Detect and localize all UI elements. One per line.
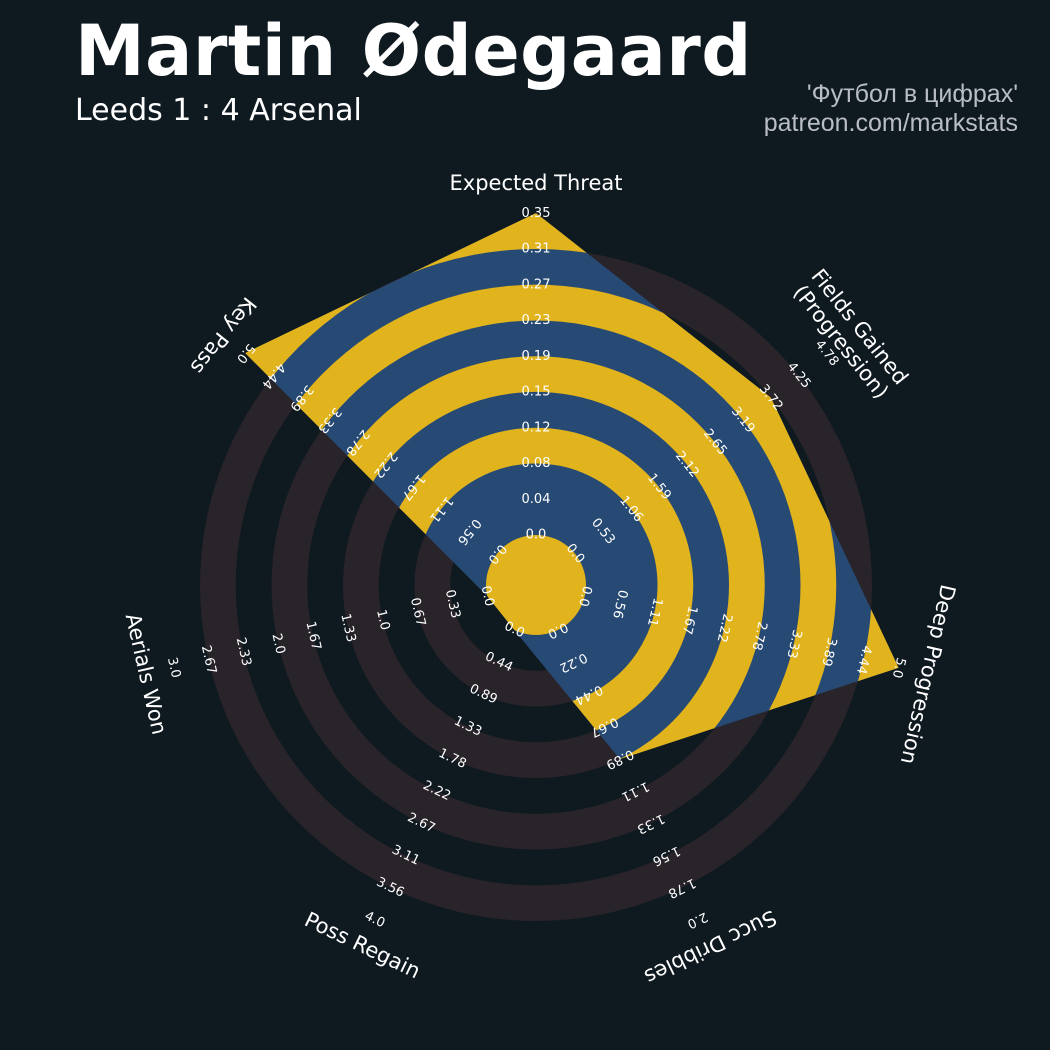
tick-label: 0.0 <box>575 584 594 608</box>
tick-label: 5.0 <box>889 656 908 680</box>
player-polygon <box>245 213 899 760</box>
axis-label-line: Key Pass <box>185 292 261 378</box>
axis-label-line: Succ Dribbles <box>641 905 781 989</box>
tick-label: 0.0 <box>478 584 497 608</box>
tick-label: 0.15 <box>522 385 551 400</box>
tick-label: 3.89 <box>818 636 839 668</box>
tick-label: 0.27 <box>522 277 551 292</box>
tick-label: 0.35 <box>522 206 551 221</box>
tick-label: 0.56 <box>609 588 630 620</box>
tick-label: 1.11 <box>644 596 665 628</box>
credit-line-1: 'Футбол в цифрах' <box>806 80 1018 108</box>
player-ring <box>486 535 586 635</box>
tick-label: 1.67 <box>302 620 323 652</box>
chart-title: Martin Ødegaard <box>75 10 752 92</box>
tick-label: 0.04 <box>522 492 551 507</box>
axis-label: Succ Dribbles <box>641 905 781 989</box>
chart-subtitle: Leeds 1 : 4 Arsenal <box>75 93 362 128</box>
tick-label: 2.33 <box>233 636 254 668</box>
tick-label: 5.0 <box>233 340 258 366</box>
credit-line-2: patreon.com/markstats <box>763 109 1018 137</box>
axis-label: Key Pass <box>185 292 261 378</box>
tick-label: 0.67 <box>407 596 428 628</box>
tick-label: 0.31 <box>522 242 551 257</box>
tick-label: 0.19 <box>522 349 551 364</box>
tick-label: 2.67 <box>198 644 219 676</box>
tick-label: 1.67 <box>679 604 700 636</box>
axis-label-line: Poss Regain <box>301 907 424 983</box>
axis-label: Poss Regain <box>301 907 424 983</box>
tick-label: 0.33 <box>442 588 463 620</box>
tick-label: 3.33 <box>783 628 804 660</box>
tick-label: 0.12 <box>522 420 551 435</box>
tick-label: 2.0 <box>269 632 288 656</box>
axis-label: Expected Threat <box>450 171 623 195</box>
tick-label: 2.78 <box>748 620 769 652</box>
player-polygon-rings <box>245 213 899 760</box>
tick-label: 0.23 <box>522 313 551 328</box>
tick-label: 3.0 <box>164 656 183 680</box>
tick-label: 0.0 <box>526 528 547 543</box>
tick-label: 1.0 <box>373 608 392 632</box>
tick-label: 2.0 <box>685 909 710 931</box>
tick-label: 1.33 <box>337 612 358 644</box>
axis-label-line: Aerials Won <box>121 611 172 737</box>
tick-label: 2.22 <box>714 612 735 644</box>
tick-label: 0.08 <box>522 456 551 471</box>
credit-block: 'Футбол в цифрах' patreon.com/markstats <box>764 80 1018 138</box>
tick-label: 4.44 <box>853 644 874 676</box>
axis-label-line: Expected Threat <box>450 171 623 195</box>
tick-label: 4.0 <box>362 909 387 931</box>
axis-label: Aerials Won <box>121 611 172 737</box>
